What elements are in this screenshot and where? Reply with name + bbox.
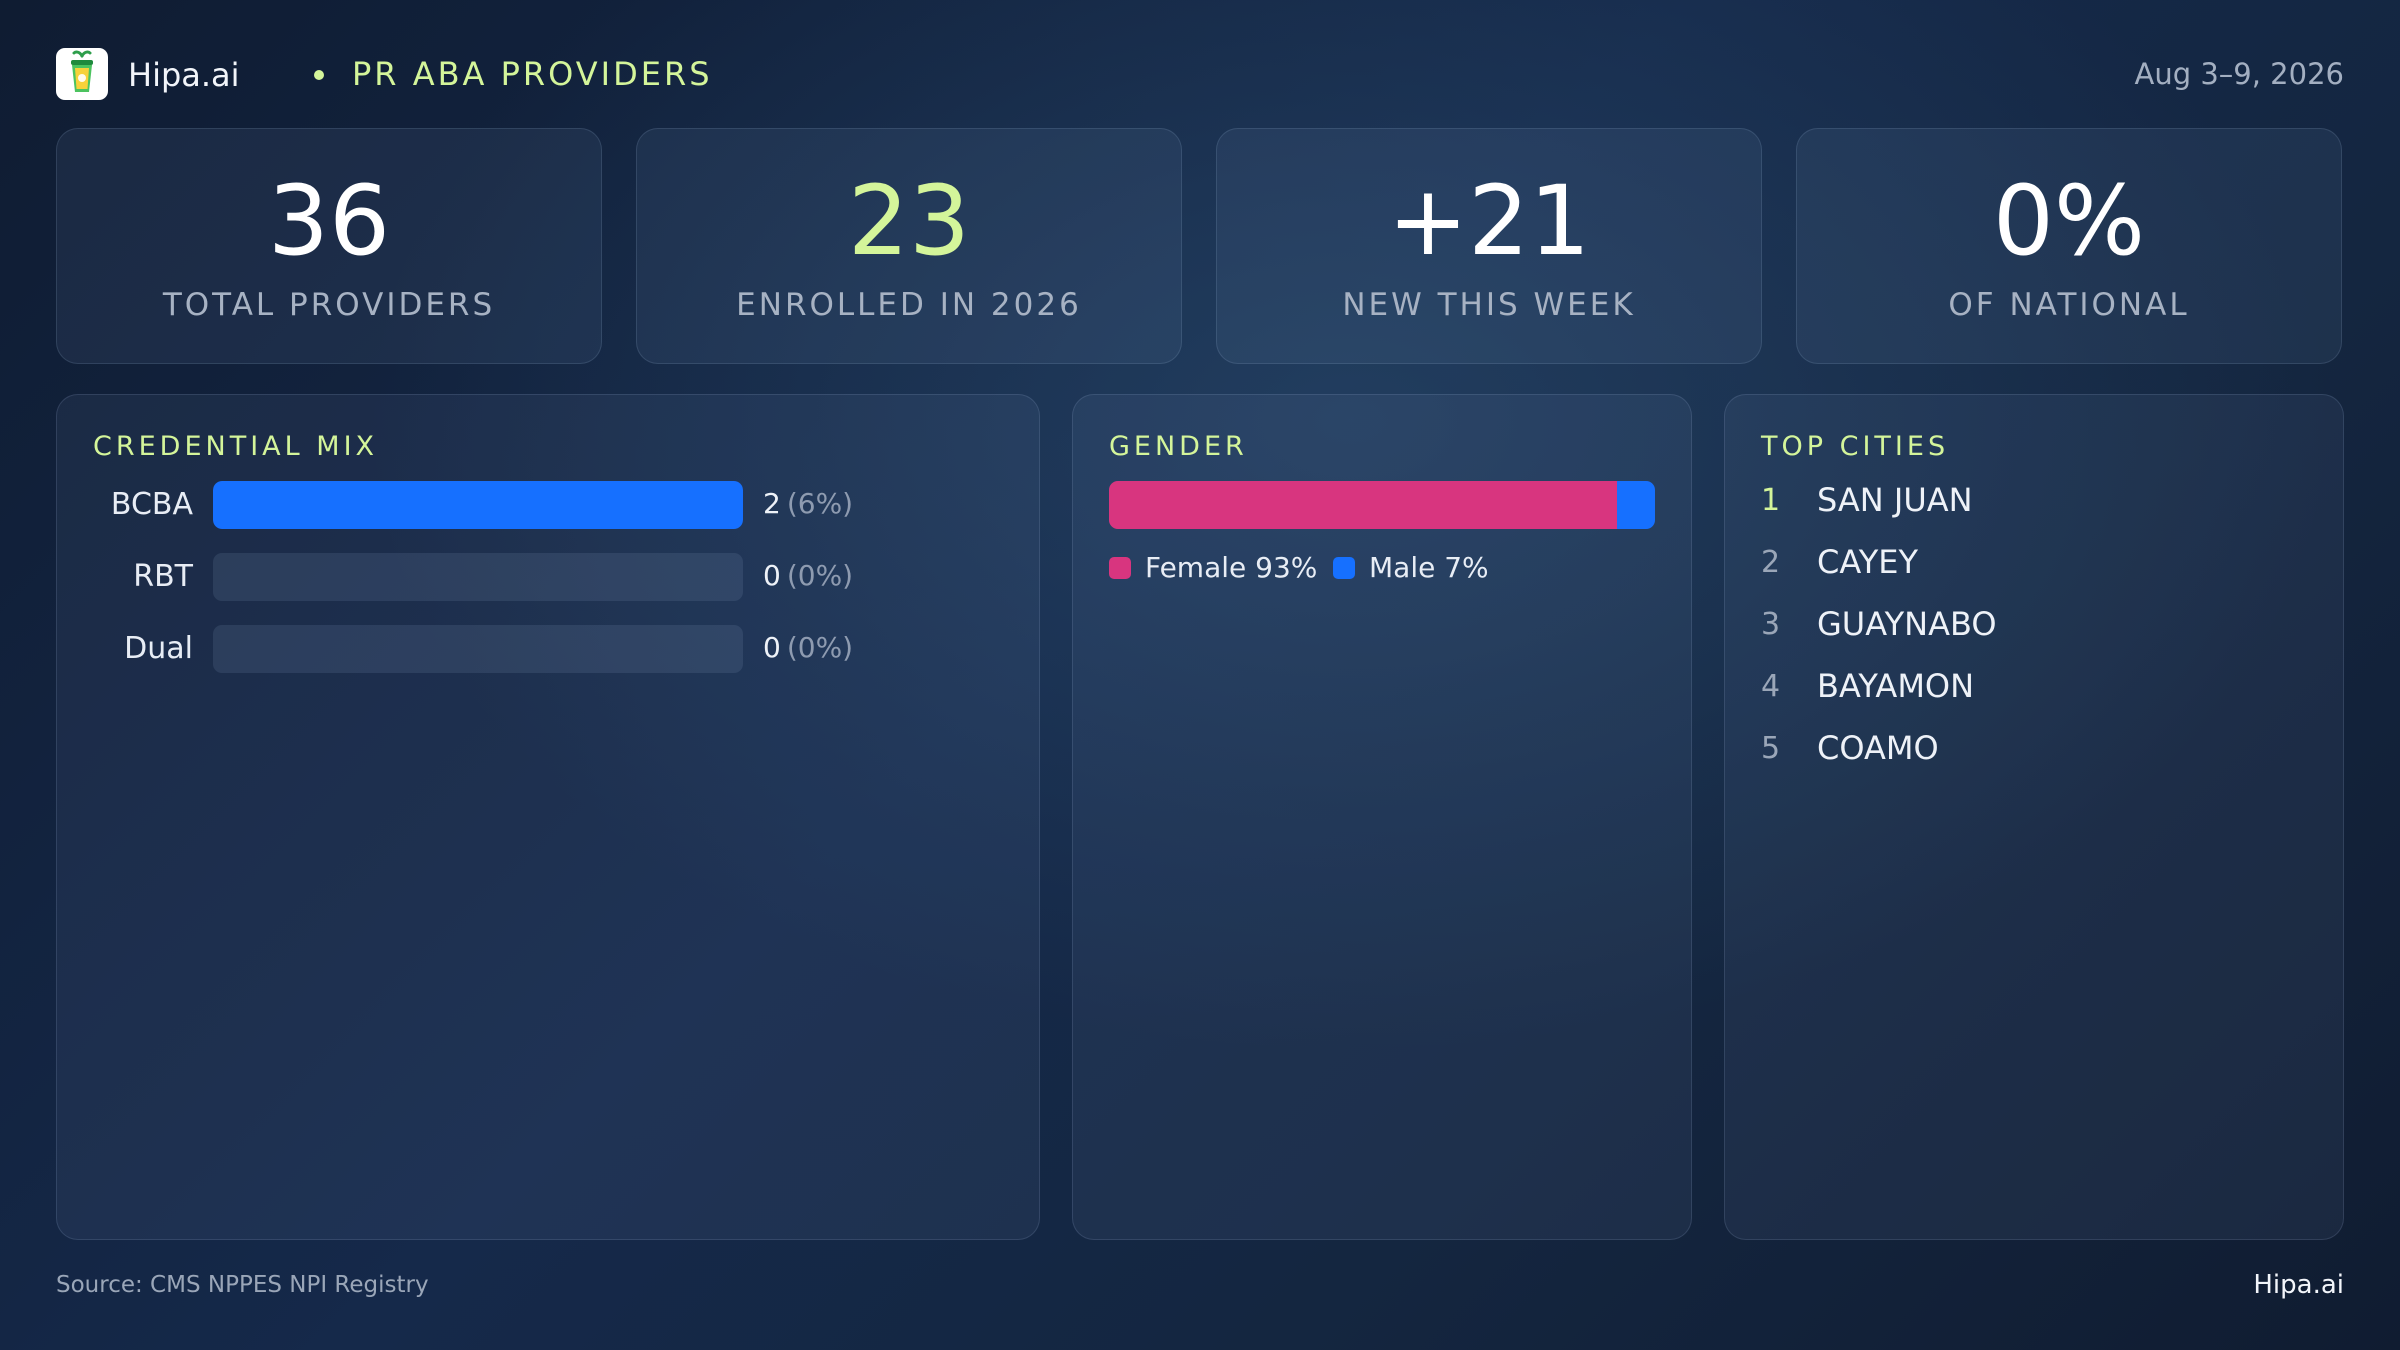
legend-swatch: [1109, 557, 1131, 579]
kpi-value: 0%: [1992, 165, 2146, 277]
city-rank: 2: [1761, 545, 1781, 580]
panel-title: GENDER: [1109, 431, 1248, 462]
city-rank: 4: [1761, 669, 1781, 704]
legend-label: Female 93%: [1145, 551, 1318, 584]
city-row: 4 BAYAMON: [1761, 665, 2261, 709]
app-logo: [56, 48, 108, 100]
legend-label: Male 7%: [1369, 551, 1489, 584]
city-row: 5 COAMO: [1761, 727, 2261, 771]
green-cup-icon: [71, 50, 93, 92]
credential-bar-track: [213, 625, 743, 673]
kpi-card-of-national: 0% OF NATIONAL: [1796, 128, 2342, 364]
top-cities-panel: TOP CITIES 1 SAN JUAN 2 CAYEY 3 GUAYNABO…: [1724, 394, 2344, 1240]
city-rank: 1: [1761, 483, 1781, 518]
credential-bar-fill: [213, 481, 743, 529]
city-name: CAYEY: [1817, 543, 1919, 581]
gender-panel: GENDER Female 93% Male 7%: [1072, 394, 1692, 1240]
kpi-value: 23: [847, 165, 971, 277]
kpi-value: +21: [1387, 165, 1591, 277]
city-row: 1 SAN JUAN: [1761, 479, 2261, 523]
city-row: 3 GUAYNABO: [1761, 603, 2261, 647]
kpi-label: NEW THIS WEEK: [1342, 287, 1636, 323]
panel-title: CREDENTIAL MIX: [93, 431, 379, 462]
kpi-label: OF NATIONAL: [1948, 287, 2190, 323]
gender-segment-male: [1616, 481, 1655, 529]
credential-row-dual: Dual 0 (0%): [57, 625, 1039, 673]
credential-count-value: 0: [763, 631, 781, 664]
credential-row-bcba: BCBA 2 (6%): [57, 481, 1039, 529]
header: Hipa.ai PR ABA PROVIDERS Aug 3–9, 2026: [56, 46, 2344, 100]
kpi-card-new-this-week: +21 NEW THIS WEEK: [1216, 128, 1762, 364]
gender-segment-female: [1109, 481, 1617, 529]
kpi-card-enrolled: 23 ENROLLED IN 2026: [636, 128, 1182, 364]
panel-title: TOP CITIES: [1761, 431, 1950, 462]
city-rank: 3: [1761, 607, 1781, 642]
credential-count-value: 0: [763, 559, 781, 592]
credential-percent: (0%): [786, 559, 854, 592]
city-name: GUAYNABO: [1817, 605, 1997, 643]
kpi-label: TOTAL PROVIDERS: [162, 287, 496, 323]
credential-count-value: 2: [763, 487, 781, 520]
credential-label: Dual: [124, 631, 193, 666]
credential-percent: (6%): [786, 487, 854, 520]
kpi-label: ENROLLED IN 2026: [736, 287, 1082, 323]
credential-count: 0 (0%): [763, 559, 853, 592]
kpi-value: 36: [267, 165, 391, 277]
credential-label: RBT: [133, 559, 193, 594]
date-range: Aug 3–9, 2026: [2134, 57, 2345, 91]
city-rank: 5: [1761, 731, 1781, 766]
section-title: PR ABA PROVIDERS: [352, 55, 713, 93]
source-note: Source: CMS NPPES NPI Registry: [56, 1272, 429, 1298]
city-name: SAN JUAN: [1817, 481, 1973, 519]
credential-bar-track: [213, 481, 743, 529]
city-name: BAYAMON: [1817, 667, 1975, 705]
legend-swatch: [1333, 557, 1355, 579]
kpi-card-total-providers: 36 TOTAL PROVIDERS: [56, 128, 602, 364]
credential-label: BCBA: [110, 487, 193, 522]
footer-brand: Hipa.ai: [2253, 1270, 2344, 1300]
credential-bar-track: [213, 553, 743, 601]
city-row: 2 CAYEY: [1761, 541, 2261, 585]
credential-count: 0 (0%): [763, 631, 853, 664]
gender-stacked-bar: [1109, 481, 1655, 529]
city-name: COAMO: [1817, 729, 1939, 767]
credential-count: 2 (6%): [763, 487, 853, 520]
brand-name: Hipa.ai: [128, 56, 240, 94]
separator-dot: [314, 70, 324, 80]
credential-mix-panel: CREDENTIAL MIX BCBA 2 (6%) RBT 0 (0%) Dual…: [56, 394, 1040, 1240]
credential-row-rbt: RBT 0 (0%): [57, 553, 1039, 601]
credential-percent: (0%): [786, 631, 854, 664]
